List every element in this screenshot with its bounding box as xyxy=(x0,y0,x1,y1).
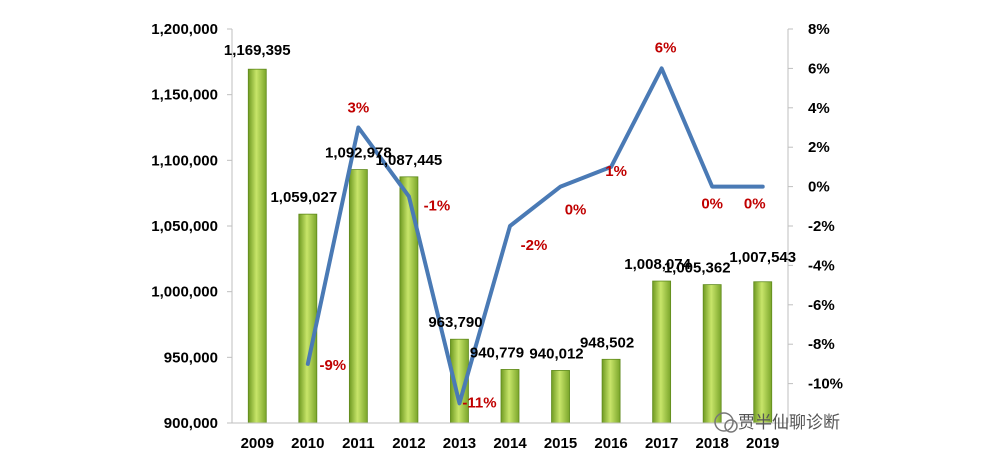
x-tick-label: 2016 xyxy=(594,435,627,452)
bar-value-label: 1,092,978 xyxy=(325,145,392,162)
x-tick-label: 2012 xyxy=(392,435,425,452)
axes: 900,000 950,000 1,000,000 1,050,000 1,100,00… xyxy=(151,21,843,452)
right-tick-label: 2% xyxy=(808,139,830,156)
bar-2014 xyxy=(500,369,520,424)
bar-2011 xyxy=(348,169,368,424)
bar-value-label: 940,012 xyxy=(529,345,583,362)
left-tick-label: 1,200,000 xyxy=(151,21,218,38)
bar-value-label: 940,779 xyxy=(470,344,524,361)
bar-value-label: 1,169,395 xyxy=(224,42,291,59)
x-tick-label: 2010 xyxy=(291,435,324,452)
bar-2016 xyxy=(601,358,621,424)
bar-value-label: 1,087,445 xyxy=(376,152,443,169)
wechat-icon xyxy=(714,412,734,432)
growth-pct-label: 6% xyxy=(655,39,677,56)
right-tick-label: -8% xyxy=(808,336,835,353)
bar-2012 xyxy=(399,176,419,424)
left-tick-label: 1,100,000 xyxy=(151,152,218,169)
right-tick-label: -2% xyxy=(808,218,835,235)
x-tick-label: 2017 xyxy=(645,435,678,452)
bar-2019 xyxy=(753,281,773,424)
growth-pct-label: 3% xyxy=(348,100,370,117)
growth-line xyxy=(305,66,765,406)
left-tick-label: 900,000 xyxy=(164,415,218,432)
growth-pct-label: -2% xyxy=(521,237,548,254)
right-tick-label: 0% xyxy=(808,179,830,196)
right-tick-label: -10% xyxy=(808,376,843,393)
x-tick-label: 2014 xyxy=(493,435,527,452)
x-tick-label: 2018 xyxy=(695,435,728,452)
bar-value-label: 1,008,074 xyxy=(624,256,691,273)
line-series xyxy=(305,66,765,406)
bar-series xyxy=(247,68,773,424)
bar-2017 xyxy=(652,280,672,424)
x-tick-label: 2013 xyxy=(443,435,476,452)
right-tick-label: 8% xyxy=(808,21,830,38)
left-tick-label: 1,000,000 xyxy=(151,284,218,301)
bar-2010 xyxy=(298,213,318,424)
x-tick-label: 2019 xyxy=(746,435,779,452)
growth-pct-label: -9% xyxy=(319,357,346,374)
right-tick-label: -4% xyxy=(808,257,835,274)
x-tick-label: 2009 xyxy=(241,435,274,452)
left-tick-label: 1,150,000 xyxy=(151,87,218,104)
wechat-icon-inner xyxy=(724,419,738,433)
left-tick-label: 1,050,000 xyxy=(151,218,218,235)
watermark-text: 贾半仙聊诊断 xyxy=(738,413,840,433)
left-tick-label: 950,000 xyxy=(164,349,218,366)
growth-pct-label: 0% xyxy=(744,196,766,213)
bar-value-label: 1,007,543 xyxy=(729,249,796,266)
watermark: 贾半仙聊诊断 xyxy=(714,412,840,433)
growth-pct-label: -1% xyxy=(424,197,451,214)
x-tick-label: 2011 xyxy=(342,435,375,452)
growth-pct-label: -11% xyxy=(462,394,496,411)
growth-pct-label: 0% xyxy=(701,196,723,213)
bar-value-label: 963,790 xyxy=(428,314,482,331)
growth-pct-label: 0% xyxy=(565,202,587,219)
bar-value-label: 948,502 xyxy=(580,334,634,351)
right-tick-label: 6% xyxy=(808,60,830,77)
bar-value-label: 1,059,027 xyxy=(270,189,337,206)
bar-2015 xyxy=(551,370,570,424)
right-tick-label: 4% xyxy=(808,100,830,117)
bar-value-label: 1,005,362 xyxy=(664,260,731,277)
growth-pct-label: 1% xyxy=(605,163,627,180)
bar-2009 xyxy=(247,68,267,424)
x-tick-label: 2015 xyxy=(544,435,577,452)
right-tick-label: -6% xyxy=(808,297,835,314)
bar-2018 xyxy=(702,284,722,424)
